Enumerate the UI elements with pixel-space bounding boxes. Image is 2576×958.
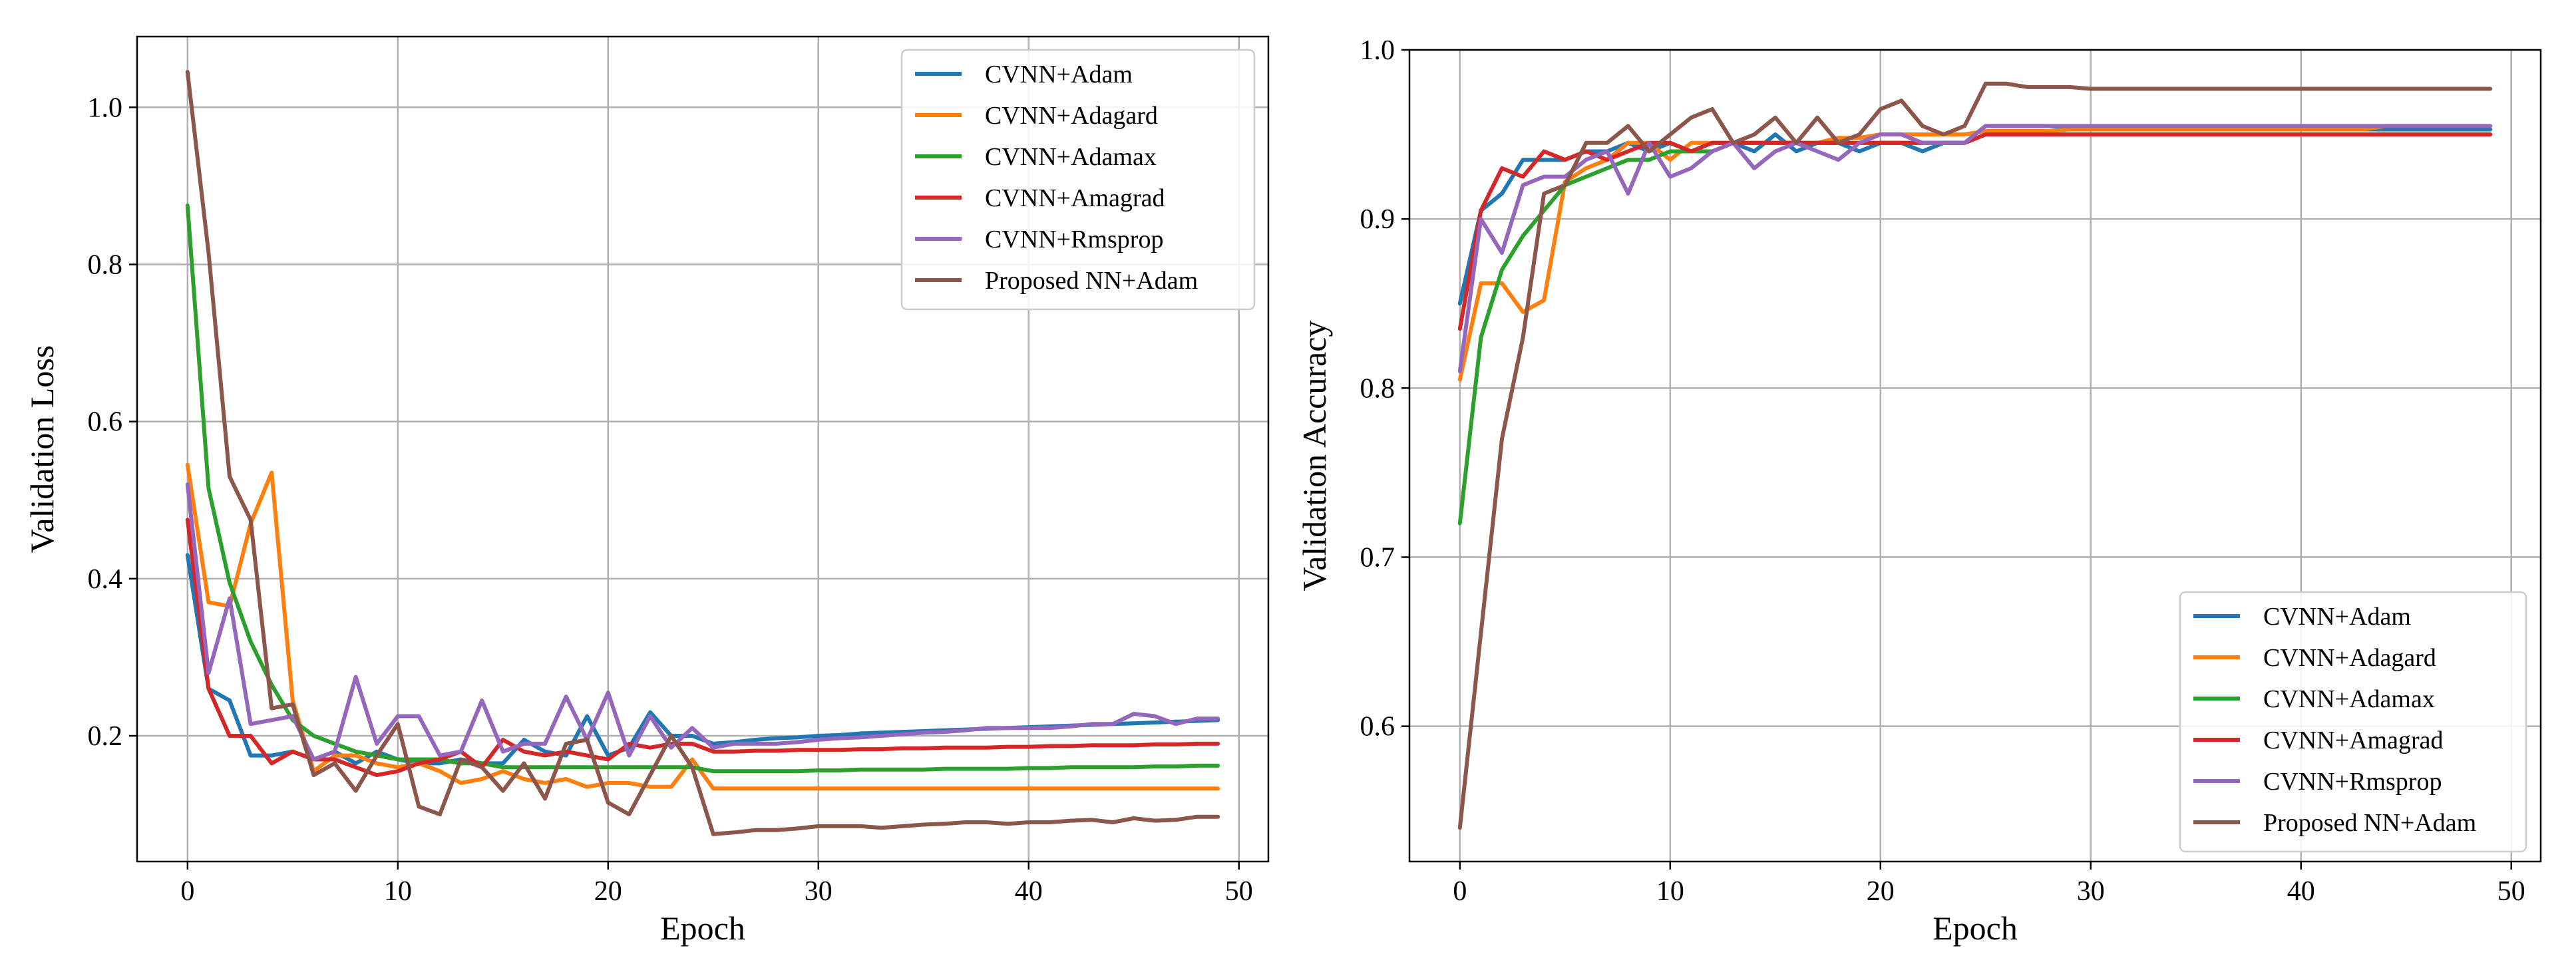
x-tick-label: 10 — [1656, 876, 1684, 907]
legend-label: CVNN+Adamax — [985, 143, 1157, 171]
legend-label: CVNN+Adam — [2263, 603, 2411, 631]
series-line-5 — [185, 482, 1220, 762]
series-line-6 — [185, 70, 1220, 836]
y-axis-label: Validation Accuracy — [1296, 321, 1333, 591]
y-tick-label: 0.6 — [1360, 712, 1395, 742]
legend-label: CVNN+Rmsprop — [985, 226, 1163, 253]
legend-label: CVNN+Rmsprop — [2263, 768, 2442, 796]
legend-label: Proposed NN+Adam — [985, 267, 1198, 295]
legend-box — [900, 49, 1256, 311]
plot-frame — [1408, 49, 2542, 863]
legend-label: CVNN+Amagrad — [985, 184, 1165, 212]
y-axis-label: Validation Loss — [23, 345, 61, 553]
y-tick-label: 0.8 — [88, 249, 123, 280]
x-tick-label: 50 — [2497, 876, 2525, 907]
x-tick-label: 40 — [1015, 876, 1043, 907]
x-tick-label: 0 — [1453, 876, 1467, 907]
series-line-5 — [1457, 124, 2493, 373]
series-lines — [185, 70, 1220, 836]
x-tick-label: 20 — [594, 876, 622, 907]
series-line-4 — [1457, 132, 2493, 331]
series-line-3 — [185, 203, 1220, 774]
plot-frame — [136, 35, 1270, 863]
y-tick-label: 1.0 — [1360, 35, 1395, 66]
legend: CVNN+Adam CVNN+Adagard CVNN+Adamax CVNN+Ama… — [900, 49, 1256, 311]
series-line-2 — [185, 462, 1220, 791]
series-line-4 — [185, 518, 1220, 778]
x-tick-label: 30 — [2077, 876, 2105, 907]
legend: CVNN+Adam CVNN+Adagard CVNN+Adamax CVNN+Ama… — [2179, 591, 2527, 853]
legend-label: CVNN+Amagrad — [2263, 726, 2444, 754]
x-tick-label: 40 — [2287, 876, 2315, 907]
x-tick-label: 50 — [1225, 876, 1253, 907]
legend-label: CVNN+Adagard — [985, 102, 1158, 130]
series-line-3 — [1457, 132, 2493, 526]
x-tick-label: 30 — [805, 876, 832, 907]
series-lines — [1457, 81, 2493, 830]
y-tick-label: 1.0 — [88, 92, 123, 123]
legend-label: Proposed NN+Adam — [2263, 809, 2476, 837]
legend-label: CVNN+Adam — [985, 61, 1133, 88]
legend-label: CVNN+Adagard — [2263, 644, 2436, 672]
x-axis-label: Epoch — [660, 909, 745, 947]
validation-accuracy-chart: 0 10 20 30 40 50 0.6 0.7 0.8 0.9 1.0 Epoch Validatio… — [1296, 35, 2542, 947]
series-line-6 — [1457, 81, 2493, 830]
x-tick-label: 20 — [1867, 876, 1895, 907]
y-tick-label: 0.2 — [88, 721, 123, 752]
y-tick-label: 0.8 — [1360, 373, 1395, 404]
legend-box — [2179, 591, 2527, 853]
y-tick-label: 0.7 — [1360, 543, 1395, 573]
x-tick-label: 10 — [384, 876, 412, 907]
y-tick-label: 0.9 — [1360, 204, 1395, 235]
y-tick-label: 0.4 — [88, 564, 123, 595]
y-tick-label: 0.6 — [88, 407, 123, 438]
legend-label: CVNN+Adamax — [2263, 685, 2435, 713]
validation-loss-chart: 0 10 20 30 40 50 0.2 0.4 0.6 0.8 1.0 Epoch Validatio… — [23, 35, 1270, 947]
x-axis-label: Epoch — [1932, 909, 2018, 947]
x-tick-label: 0 — [180, 876, 194, 907]
